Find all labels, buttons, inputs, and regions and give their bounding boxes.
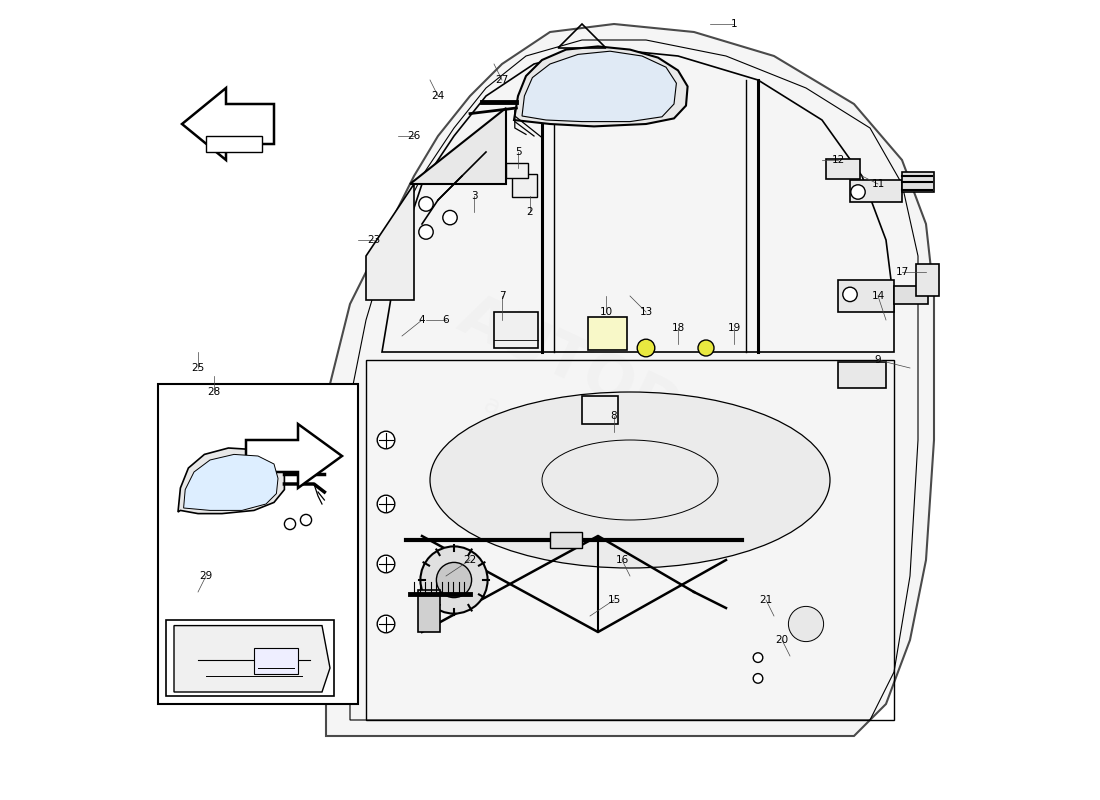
- Circle shape: [754, 653, 762, 662]
- Text: 12: 12: [832, 155, 845, 165]
- Text: 19: 19: [727, 323, 740, 333]
- Bar: [582, 396, 618, 424]
- Bar: [506, 163, 528, 178]
- Text: 18: 18: [671, 323, 684, 333]
- Text: 2: 2: [527, 207, 534, 217]
- Polygon shape: [326, 24, 934, 736]
- Bar: [588, 317, 627, 350]
- Circle shape: [754, 674, 762, 683]
- Text: 25: 25: [191, 363, 205, 373]
- Bar: [512, 174, 537, 197]
- Circle shape: [300, 514, 311, 526]
- Text: 6: 6: [442, 315, 449, 325]
- Text: 16: 16: [615, 555, 628, 565]
- Bar: [550, 532, 582, 548]
- Polygon shape: [410, 108, 506, 184]
- Polygon shape: [838, 280, 894, 312]
- Text: 20: 20: [776, 635, 789, 645]
- Text: 1: 1: [730, 19, 737, 29]
- Circle shape: [850, 185, 866, 199]
- Circle shape: [698, 340, 714, 356]
- Polygon shape: [206, 136, 262, 152]
- Text: 13: 13: [639, 307, 652, 317]
- Text: 27: 27: [495, 75, 508, 85]
- Polygon shape: [850, 180, 902, 202]
- Bar: [916, 264, 938, 296]
- Text: 5: 5: [515, 147, 521, 157]
- Text: 3: 3: [471, 191, 477, 201]
- Polygon shape: [522, 51, 676, 122]
- Text: 4: 4: [419, 315, 426, 325]
- Circle shape: [637, 339, 654, 357]
- Circle shape: [285, 518, 296, 530]
- Polygon shape: [246, 424, 342, 488]
- Bar: [494, 312, 538, 348]
- Text: 8: 8: [610, 411, 617, 421]
- Text: 22: 22: [463, 555, 476, 565]
- Text: a passion for the task: a passion for the task: [478, 392, 749, 536]
- Text: 26: 26: [407, 131, 420, 141]
- Text: 11: 11: [871, 179, 884, 189]
- Text: 23: 23: [367, 235, 381, 245]
- Circle shape: [377, 615, 395, 633]
- Text: AUTODOC: AUTODOC: [449, 286, 779, 482]
- Bar: [158, 384, 358, 704]
- Circle shape: [437, 562, 472, 598]
- Circle shape: [377, 431, 395, 449]
- Text: 29: 29: [199, 571, 212, 581]
- Polygon shape: [366, 184, 414, 300]
- Circle shape: [420, 546, 487, 614]
- Circle shape: [419, 197, 433, 211]
- Text: 24: 24: [431, 91, 444, 101]
- Text: 7: 7: [498, 291, 505, 301]
- Polygon shape: [174, 626, 330, 692]
- Bar: [418, 590, 440, 632]
- Circle shape: [377, 495, 395, 513]
- Circle shape: [843, 287, 857, 302]
- Bar: [166, 620, 334, 696]
- Text: 14: 14: [871, 291, 884, 301]
- Circle shape: [443, 210, 458, 225]
- Polygon shape: [178, 448, 285, 514]
- Circle shape: [377, 555, 395, 573]
- Bar: [894, 286, 927, 304]
- Polygon shape: [514, 46, 688, 126]
- Text: 17: 17: [895, 267, 909, 277]
- Bar: [254, 648, 298, 674]
- Polygon shape: [182, 88, 274, 160]
- Text: 21: 21: [759, 595, 772, 605]
- Text: 28: 28: [208, 387, 221, 397]
- Ellipse shape: [430, 392, 830, 568]
- Circle shape: [419, 225, 433, 239]
- Text: 15: 15: [607, 595, 620, 605]
- Circle shape: [789, 606, 824, 642]
- Text: 10: 10: [600, 307, 613, 317]
- Text: 9: 9: [874, 355, 881, 365]
- Bar: [826, 159, 859, 179]
- Polygon shape: [184, 454, 278, 510]
- Polygon shape: [838, 362, 886, 388]
- Bar: [902, 172, 934, 192]
